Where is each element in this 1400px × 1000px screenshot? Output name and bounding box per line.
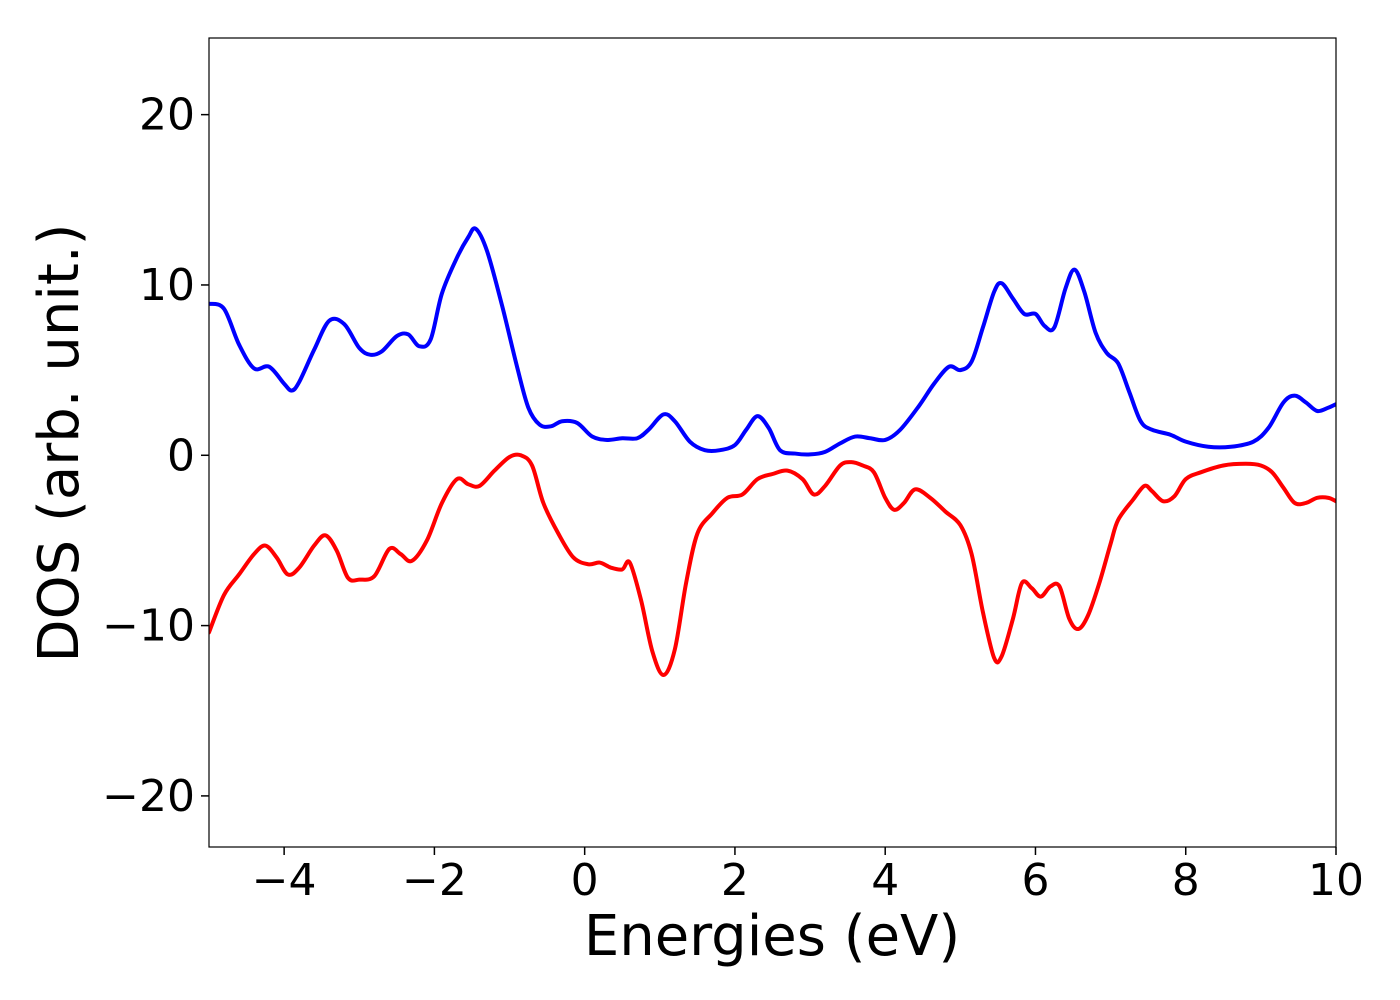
series-line-1	[209, 226, 1336, 457]
y-tick-label: 10	[139, 260, 195, 311]
y-axis-ticks: 20 10 0 −10 −20	[102, 90, 209, 822]
x-tick-label: 6	[1021, 855, 1049, 906]
plot-frame	[208, 37, 1337, 848]
x-tick-label: 0	[571, 855, 599, 906]
y-tick-label: −20	[102, 771, 195, 822]
x-tick-label: −4	[252, 855, 317, 906]
x-axis-label: Energies (eV)	[584, 904, 960, 969]
x-tick-label: 4	[871, 855, 899, 906]
y-tick-label: 20	[139, 90, 195, 141]
y-tick-label: −10	[102, 601, 195, 652]
y-axis-label: DOS (arb. unit.)	[27, 223, 92, 662]
series-line-2	[209, 452, 1336, 677]
x-tick-label: 10	[1308, 855, 1364, 906]
x-tick-label: 2	[721, 855, 749, 906]
series-layer	[209, 226, 1336, 677]
x-tick-label: −2	[402, 855, 467, 906]
x-axis-ticks: −4 −2 0 2 4 6 8 10	[252, 847, 1364, 906]
y-tick-label: 0	[167, 430, 195, 481]
x-tick-label: 8	[1172, 855, 1200, 906]
